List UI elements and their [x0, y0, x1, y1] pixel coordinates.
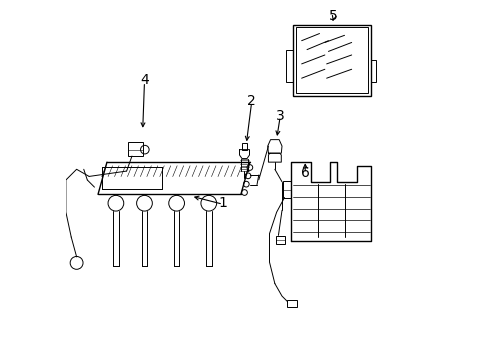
Bar — [285, 50, 292, 82]
Text: 2: 2 — [247, 94, 256, 108]
Text: 5: 5 — [329, 9, 338, 23]
Text: 4: 4 — [140, 73, 148, 87]
Bar — [287, 300, 297, 307]
Bar — [242, 143, 246, 150]
Bar — [370, 60, 375, 82]
Bar — [283, 181, 290, 198]
Text: 1: 1 — [218, 196, 227, 210]
Bar — [295, 27, 367, 93]
Bar — [275, 237, 284, 244]
Text: 3: 3 — [275, 109, 284, 123]
Bar — [127, 143, 143, 156]
Bar — [292, 24, 370, 96]
Text: 6: 6 — [300, 166, 309, 180]
